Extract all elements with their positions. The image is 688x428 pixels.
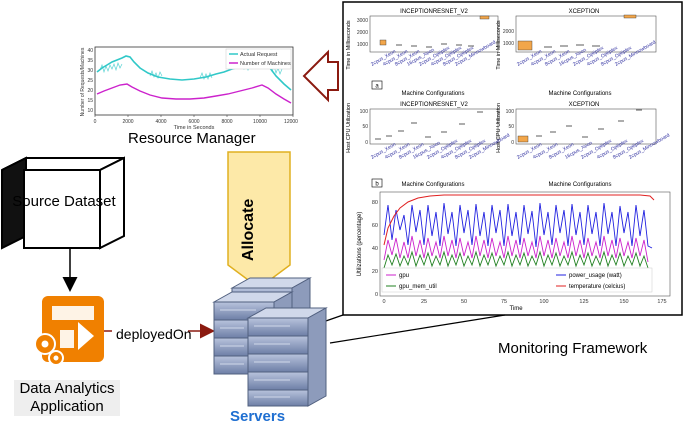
time-panel-inceptionresnet: INCEPTIONRESNET_V2 1000 2000 3000	[357, 9, 499, 53]
resource-plot: 0 2000 4000 6000 8000 10000 12000 10 15 …	[80, 46, 298, 131]
allocate-label: Allocate	[240, 198, 257, 262]
svg-text:Time in Milliseconds: Time in Milliseconds	[496, 20, 502, 70]
svg-text:100: 100	[506, 109, 515, 115]
svg-text:2000: 2000	[503, 29, 514, 35]
svg-text:25: 25	[421, 299, 427, 305]
svg-text:10000: 10000	[253, 119, 267, 125]
svg-text:2000: 2000	[122, 119, 133, 125]
svg-text:Time in Seconds: Time in Seconds	[174, 125, 215, 131]
deployed-on-label: deployedOn	[116, 326, 192, 342]
time-panel-xception: XCEPTION 1000 2000 Time in Milliseconds	[496, 9, 657, 70]
svg-text:INCEPTIONRESNET_V2: INCEPTIONRESNET_V2	[400, 9, 468, 15]
svg-text:25: 25	[87, 78, 93, 84]
gpu-plot: 0 20 40 60 80 0 25 50 75 100 125 150 175…	[357, 191, 671, 312]
svg-text:0: 0	[375, 292, 378, 298]
source-dataset-label: Source Dataset	[12, 193, 116, 210]
power-usage-series	[383, 202, 653, 249]
svg-text:Machine Configurations: Machine Configurations	[401, 182, 464, 188]
svg-text:10: 10	[87, 108, 93, 114]
svg-text:b: b	[375, 182, 379, 188]
svg-text:6000: 6000	[188, 119, 199, 125]
resource-plot-legend: Actual Request Number of Machines	[225, 48, 292, 70]
svg-text:XCEPTION: XCEPTION	[569, 9, 600, 15]
svg-text:20: 20	[372, 269, 378, 275]
svg-text:Host CPU Utilization: Host CPU Utilization	[496, 103, 502, 153]
svg-text:Actual Request: Actual Request	[240, 52, 278, 58]
servers-label: Servers	[230, 408, 286, 425]
svg-text:4000: 4000	[155, 119, 166, 125]
svg-text:50: 50	[362, 124, 368, 130]
svg-text:0: 0	[94, 119, 97, 125]
svg-text:1000: 1000	[503, 41, 514, 47]
svg-text:50: 50	[508, 124, 514, 130]
svg-text:0: 0	[365, 140, 368, 146]
gpu-legend: gpu gpu_mem_util power_usage (watt) temp…	[381, 267, 653, 293]
servers-icon	[212, 277, 328, 407]
svg-text:8000: 8000	[221, 119, 232, 125]
gpu-mem-util-series	[383, 250, 649, 269]
svg-text:XCEPTION: XCEPTION	[569, 102, 600, 108]
svg-text:1000: 1000	[357, 42, 368, 48]
data-analytics-application-label: Data Analytics Application	[14, 380, 120, 416]
number-of-machines-series	[96, 83, 292, 104]
svg-text:Machine Configurations: Machine Configurations	[401, 91, 464, 97]
svg-text:100: 100	[360, 109, 369, 115]
svg-text:a: a	[375, 84, 379, 90]
svg-text:30: 30	[87, 68, 93, 74]
svg-text:gpu_mem_util: gpu_mem_util	[399, 284, 437, 290]
svg-text:Utilizations (percentage): Utilizations (percentage)	[357, 212, 363, 277]
monitoring-framework-label: Monitoring Framework	[498, 340, 648, 357]
svg-text:60: 60	[372, 223, 378, 229]
svg-text:0: 0	[511, 140, 514, 146]
callout-line-right	[329, 314, 506, 344]
svg-text:15: 15	[87, 98, 93, 104]
svg-text:150: 150	[619, 299, 628, 305]
gpu-series	[383, 235, 649, 263]
svg-text:Machine Configurations: Machine Configurations	[548, 91, 611, 97]
allocate-arrow	[227, 151, 291, 289]
actual-request-noise	[99, 60, 283, 81]
svg-text:12000: 12000	[284, 119, 298, 125]
svg-text:75: 75	[501, 299, 507, 305]
monitor-to-manager-arrow	[302, 49, 339, 103]
source-dataset-cube	[1, 156, 125, 250]
svg-text:Time in Milliseconds: Time in Milliseconds	[346, 20, 352, 70]
svg-text:3000: 3000	[357, 18, 368, 24]
resource-manager-label: Resource Manager	[128, 130, 256, 147]
svg-text:40: 40	[372, 246, 378, 252]
svg-text:Number of Requests/Machines: Number of Requests/Machines	[80, 47, 86, 116]
svg-text:20: 20	[87, 88, 93, 94]
monitoring-panel: INCEPTIONRESNET_V2 1000 2000 3000 Time i…	[342, 1, 683, 316]
cpu-panel-inceptionresnet: INCEPTIONRESNET_V2 0 50 100	[360, 102, 499, 146]
svg-text:125: 125	[579, 299, 588, 305]
data-analytics-app-icon	[34, 296, 104, 366]
svg-text:100: 100	[539, 299, 548, 305]
svg-text:175: 175	[657, 299, 666, 305]
cpu-panel-xception: XCEPTION 0 50 100 Host CPU Utilization	[496, 102, 657, 153]
svg-text:0: 0	[382, 299, 385, 305]
svg-text:80: 80	[372, 200, 378, 206]
svg-text:2000: 2000	[357, 30, 368, 36]
svg-text:40: 40	[87, 48, 93, 54]
svg-text:Time: Time	[509, 306, 523, 312]
svg-text:35: 35	[87, 58, 93, 64]
svg-text:Host CPU Utilization: Host CPU Utilization	[346, 103, 352, 153]
svg-text:power_usage (watt): power_usage (watt)	[569, 273, 622, 279]
svg-text:50: 50	[461, 299, 467, 305]
svg-text:temperature (celcius): temperature (celcius)	[569, 284, 625, 290]
svg-text:Number of Machines: Number of Machines	[240, 61, 291, 67]
svg-text:Machine Configurations: Machine Configurations	[548, 182, 611, 188]
svg-text:gpu: gpu	[399, 273, 409, 279]
temperature-series	[383, 194, 655, 246]
svg-text:INCEPTIONRESNET_V2: INCEPTIONRESNET_V2	[400, 102, 468, 108]
